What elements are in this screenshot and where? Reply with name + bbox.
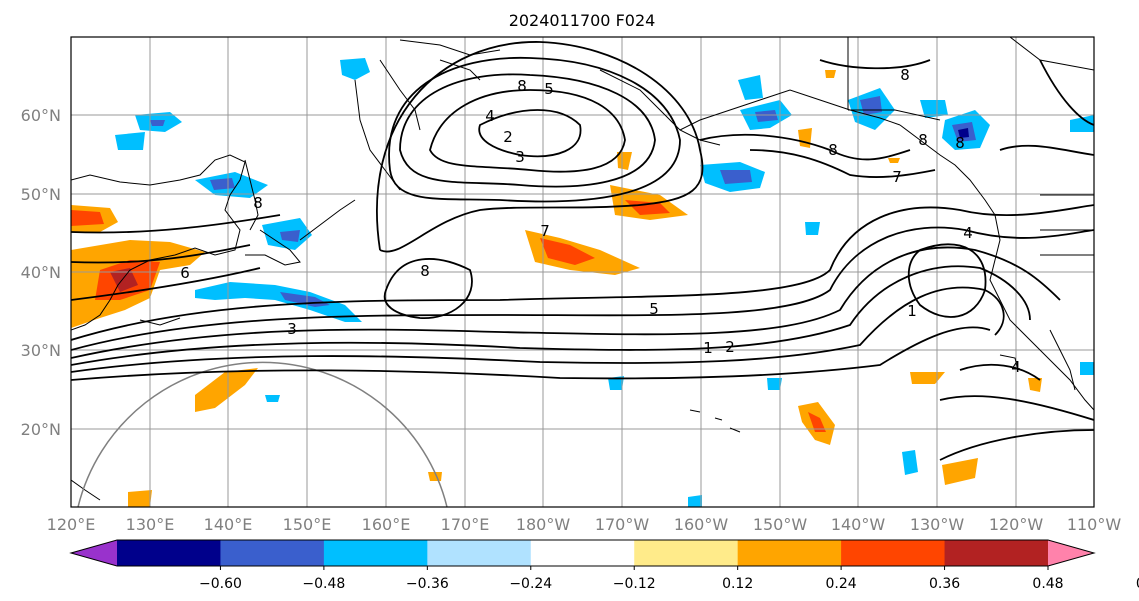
contour-label: 5	[544, 80, 554, 98]
contour-label: 8	[955, 134, 965, 152]
colorbar-tick-label: 0.36	[929, 576, 960, 592]
colorbar-tick-label: 0.60	[1136, 576, 1139, 592]
lon-label: 130°E	[126, 515, 175, 534]
shading-layer	[71, 58, 1094, 507]
colorbar-tick-label: −0.48	[302, 576, 345, 592]
colorbar-extension-low	[71, 540, 117, 566]
lon-label: 140°W	[831, 515, 886, 534]
contour-label: 8	[517, 77, 527, 95]
contour-label: 4	[963, 224, 973, 242]
lon-label: 160°W	[674, 515, 729, 534]
contour-label: 8	[253, 194, 263, 212]
colorbar-tick-label: 0.24	[826, 576, 857, 592]
contour-label: 8	[918, 131, 928, 149]
colorbar-ticks: −0.60 −0.48 −0.36 −0.24 −0.12 0.12 0.24 0.36 0.4…	[199, 566, 1139, 592]
contour-label: 6	[180, 264, 190, 282]
contour-label: 1	[907, 302, 917, 320]
lon-label: 180°W	[516, 515, 571, 534]
coastlines	[71, 37, 1094, 501]
contour-label: 7	[540, 222, 550, 240]
contour-label: 1	[703, 339, 713, 357]
contour-label: 3	[287, 320, 297, 338]
colorbar-segment	[117, 540, 221, 566]
colorbar-segment	[427, 540, 532, 566]
colorbar-tick-label: 0.12	[722, 576, 753, 592]
lat-label: 40°N	[21, 263, 61, 282]
colorbar-tick-label: −0.60	[199, 576, 242, 592]
contour-label: 4	[485, 107, 495, 125]
contour-labels: 8 5 4 2 3 8 8 8 8 7 8 7 6 8 3 4 5 1 2 1 …	[180, 66, 1021, 376]
colorbar-segment	[841, 540, 946, 566]
lon-label: 120°W	[989, 515, 1044, 534]
contour-label: 4	[1011, 358, 1021, 376]
lat-label: 60°N	[21, 106, 61, 125]
lon-label: 110°W	[1067, 515, 1122, 534]
colorbar-tick-label: −0.36	[406, 576, 449, 592]
gray-circle-arc	[77, 361, 448, 507]
colorbar-outline	[69, 539, 1096, 567]
lon-label: 170°E	[441, 515, 490, 534]
contour-lines	[71, 41, 1094, 461]
lat-label: 50°N	[21, 185, 61, 204]
lon-label: 140°E	[204, 515, 253, 534]
contour-label: 8	[900, 66, 910, 84]
lat-label: 30°N	[21, 341, 61, 360]
colorbar-segments	[71, 540, 1094, 566]
colorbar-segment	[944, 540, 1049, 566]
contour-label: 8	[420, 262, 430, 280]
colorbar-tick-label: −0.12	[613, 576, 656, 592]
lon-label: 150°W	[753, 515, 808, 534]
contour-label: 3	[515, 148, 525, 166]
colorbar-tick-label: 0.48	[1032, 576, 1063, 592]
colorbar-segment	[323, 540, 428, 566]
lon-labels: 120°E 130°E 140°E 150°E 160°E 170°E 180°…	[47, 515, 1122, 534]
colorbar-segment	[220, 540, 325, 566]
colorbar-segment	[737, 540, 842, 566]
colorbar: −0.60 −0.48 −0.36 −0.24 −0.12 0.12 0.24 0.36 0.4…	[69, 539, 1139, 592]
map-frame	[70, 36, 1095, 508]
lon-label: 160°E	[362, 515, 411, 534]
lon-label: 150°E	[283, 515, 332, 534]
lon-label: 130°W	[910, 515, 965, 534]
colorbar-segment	[634, 540, 739, 566]
lat-label: 20°N	[21, 420, 61, 439]
contour-label: 5	[649, 300, 659, 318]
map-title: 2024011700 F024	[509, 11, 656, 30]
colorbar-tick-label: −0.24	[509, 576, 552, 592]
lon-label: 120°E	[47, 515, 96, 534]
contour-label: 2	[725, 338, 735, 356]
contour-label: 8	[828, 141, 838, 159]
contour-label: 7	[892, 168, 902, 186]
lon-label: 170°W	[595, 515, 650, 534]
lat-labels: 60°N 50°N 40°N 30°N 20°N	[21, 106, 61, 439]
colorbar-extension-high	[1048, 540, 1094, 566]
colorbar-segment	[530, 540, 635, 566]
contour-label: 2	[503, 128, 513, 146]
